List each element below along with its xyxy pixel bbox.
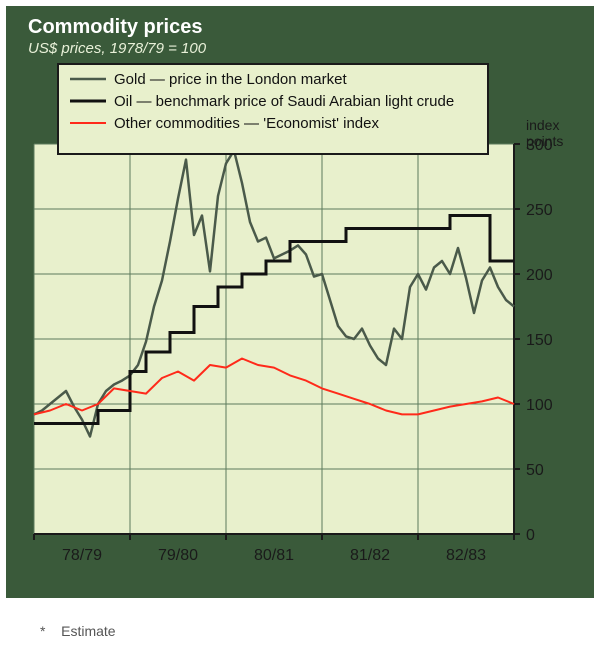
chart-panel: Commodity prices US$ prices, 1978/79 = 1… — [6, 6, 594, 598]
y-tick-label: 250 — [526, 202, 553, 219]
legend-label: Gold — price in the London market — [114, 71, 347, 88]
y-axis-title: points — [526, 133, 563, 149]
y-tick-label: 50 — [526, 462, 544, 479]
legend-label: Oil — benchmark price of Saudi Arabian l… — [114, 93, 454, 110]
x-tick-label: 80/81 — [254, 547, 294, 564]
y-tick-label: 100 — [526, 397, 553, 414]
x-tick-label: 82/83 — [446, 547, 486, 564]
footnote-marker: * — [40, 623, 49, 639]
chart-subtitle: US$ prices, 1978/79 = 100 — [28, 40, 206, 57]
legend-label: Other commodities — 'Economist' index — [114, 115, 379, 132]
x-tick-label: 81/82 — [350, 547, 390, 564]
y-tick-label: 200 — [526, 267, 553, 284]
y-axis-title: index — [526, 117, 559, 133]
y-tick-label: 150 — [526, 332, 553, 349]
chart-svg: 050100150200250300indexpoints78/7979/808… — [6, 6, 594, 598]
y-tick-label: 0 — [526, 527, 535, 544]
chart-title: Commodity prices — [28, 16, 202, 39]
footnote: * Estimate — [40, 623, 116, 639]
footnote-text: Estimate — [61, 623, 115, 639]
x-tick-label: 78/79 — [62, 547, 102, 564]
x-tick-label: 79/80 — [158, 547, 198, 564]
